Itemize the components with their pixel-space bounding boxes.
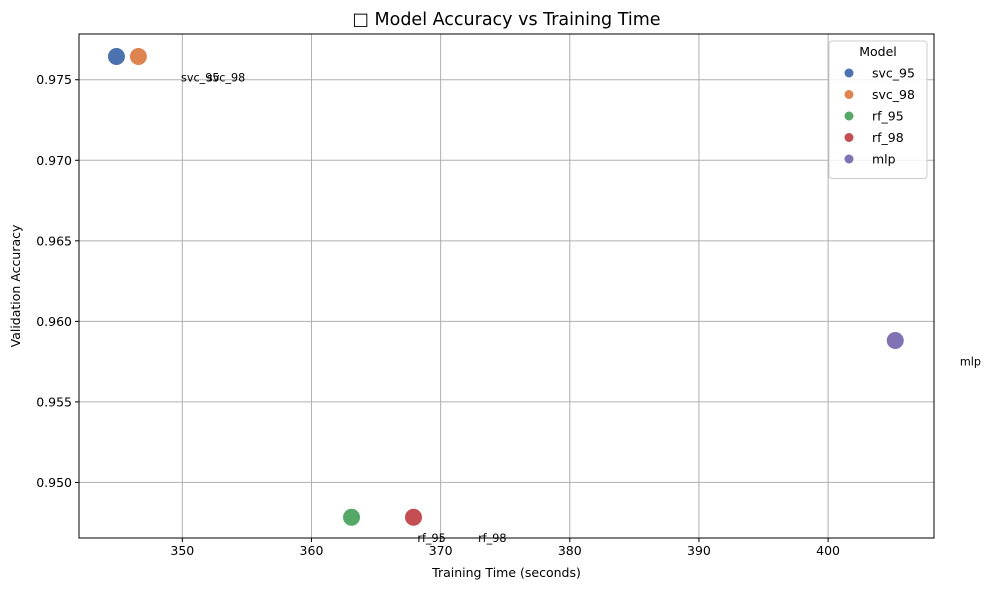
scatter-point-mlp (885, 331, 905, 351)
chart-title: □ Model Accuracy vs Training Time (352, 10, 660, 30)
x-axis-title: Training Time (seconds) (431, 565, 581, 580)
y-tick-label: 0.965 (36, 233, 72, 248)
legend-box (828, 40, 928, 179)
grid (79, 34, 934, 538)
legend-label-svc_95: svc_95 (872, 66, 915, 81)
y-tick-label: 0.960 (36, 314, 72, 329)
y-tick-label: 0.955 (36, 394, 72, 409)
scatter-point-svc_95 (106, 47, 126, 67)
x-tick-label: 370 (429, 543, 453, 558)
legend-label-svc_98: svc_98 (872, 87, 915, 102)
y-tick-label: 0.975 (36, 72, 72, 87)
legend-label-rf_95: rf_95 (872, 109, 904, 124)
scatter-point-rf_95 (342, 507, 362, 527)
x-tick-label: 350 (170, 543, 194, 558)
plot-frame (78, 33, 935, 539)
point-label: svc_95 (181, 71, 219, 84)
data-points (106, 47, 905, 527)
x-tick-label: 390 (687, 543, 711, 558)
point-label: mlp (960, 355, 981, 368)
legend-label-mlp: mlp (872, 152, 896, 167)
legend-label-rf_98: rf_98 (872, 130, 904, 145)
legend-marker-mlp (844, 154, 854, 164)
legend-marker-svc_98 (844, 90, 854, 99)
axis-ticks: 350 360 370 380 390 400 0.950 0.955 0.960 0.965 0.… (36, 72, 840, 558)
x-tick-label: 400 (816, 543, 840, 558)
y-tick-label: 0.950 (36, 475, 72, 490)
scatter-point-svc_98 (128, 47, 148, 67)
legend-title: Model (859, 44, 897, 59)
y-tick-label: 0.970 (36, 153, 72, 168)
scatter-point-rf_98 (404, 507, 424, 527)
legend-marker-svc_95 (844, 68, 854, 78)
legend-marker-rf_98 (844, 133, 854, 142)
point-label: rf_95 (417, 532, 445, 545)
x-tick-label: 380 (558, 543, 582, 558)
x-tick-label: 360 (300, 543, 324, 558)
y-axis-title: Validation Accuracy (8, 224, 23, 347)
legend-marker-rf_95 (844, 111, 854, 121)
point-label: svc_98 (207, 71, 245, 84)
point-label: rf_98 (478, 532, 506, 545)
